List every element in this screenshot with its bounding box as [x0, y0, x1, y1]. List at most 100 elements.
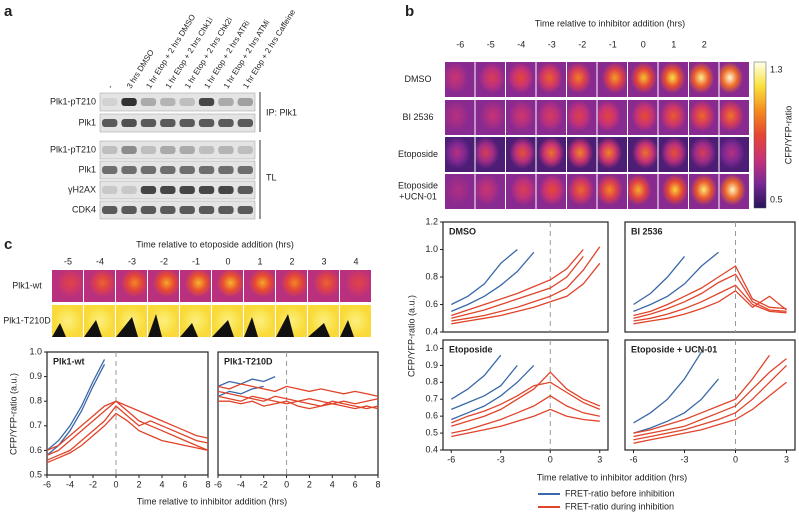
blot-band	[140, 119, 157, 127]
legend-label: FRET-ratio during inhibition	[565, 501, 674, 511]
blot-row-label: γH2AX	[68, 184, 96, 194]
y-tick-label: 0.8	[425, 271, 438, 281]
x-tick-label: 6	[182, 479, 187, 489]
micrograph-tile	[536, 62, 566, 97]
micrograph-tile	[445, 137, 475, 172]
panel-label: a	[4, 3, 13, 20]
micrograph-tile	[719, 137, 749, 172]
chart-title: BI 2536	[631, 226, 663, 236]
x-tick-label: 6	[353, 479, 358, 489]
blot-band	[179, 119, 195, 127]
x-tick-label: -6	[447, 454, 455, 464]
x-tick-label: -6	[629, 454, 637, 464]
blot-band	[160, 186, 176, 194]
group-label: TL	[266, 172, 277, 182]
blot-band	[179, 166, 195, 174]
blot-band	[121, 98, 137, 106]
data-line	[451, 395, 600, 434]
x-tick-label: 0	[733, 454, 738, 464]
heatmap-title: Time relative to etoposide addition (hrs…	[136, 239, 294, 249]
cell-shadow	[52, 323, 66, 337]
micrograph-tile	[116, 270, 147, 302]
plot-frame	[624, 339, 796, 451]
blot-band	[160, 119, 176, 127]
data-line	[633, 289, 787, 325]
x-tick-label: -4	[237, 479, 245, 489]
blot-band	[218, 186, 234, 194]
blot-band	[179, 186, 195, 194]
row-label: Plk1-wt	[12, 280, 42, 290]
data-line	[217, 376, 276, 387]
micrograph-tile	[536, 137, 566, 172]
data-line	[451, 249, 584, 317]
y-tick-label: 1.0	[425, 343, 438, 353]
blot-band	[237, 186, 253, 194]
micrograph-tile	[628, 137, 658, 172]
micrograph-tile	[597, 100, 627, 135]
chart-title: Plk1-T210D	[224, 356, 273, 366]
time-label: -3	[548, 39, 556, 49]
row-label: Etoposide	[398, 180, 438, 190]
blot-band	[121, 146, 137, 154]
cell-shadow	[212, 320, 234, 337]
x-tick-label: -4	[66, 479, 74, 489]
data-line	[633, 378, 719, 434]
blot-band	[140, 98, 157, 106]
time-label: 2	[702, 39, 707, 49]
data-line	[633, 354, 771, 434]
micrograph-tile	[244, 270, 275, 302]
time-label: -3	[128, 256, 136, 266]
cell-shadow	[180, 323, 198, 337]
row-label: +UCN-01	[399, 191, 437, 201]
blot-band	[102, 166, 118, 174]
blot-band	[140, 206, 157, 214]
row-label: BI 2536	[402, 112, 433, 122]
data-line	[451, 408, 600, 438]
micrograph-tile	[597, 174, 627, 209]
chart-title: Etoposide	[449, 344, 493, 354]
y-tick-label: 1.0	[425, 244, 438, 254]
micrograph-tile	[340, 270, 371, 302]
micrograph-tile	[658, 137, 688, 172]
time-label: 3	[321, 256, 326, 266]
micrograph-tile	[719, 62, 749, 97]
data-line	[46, 412, 209, 464]
data-line	[451, 249, 518, 306]
x-tick-label: -6	[43, 479, 51, 489]
x-tick-label: -3	[497, 454, 505, 464]
cell-shadow	[244, 317, 258, 337]
data-line	[46, 359, 106, 451]
time-label: -4	[517, 39, 525, 49]
row-label: Plk1-T210D	[3, 315, 51, 325]
data-line	[633, 358, 787, 438]
x-tick-label: -6	[214, 479, 222, 489]
cell-shadow	[308, 323, 330, 337]
time-label: -1	[609, 39, 617, 49]
micrograph-tile	[445, 100, 475, 135]
row-label: Etoposide	[398, 149, 438, 159]
y-tick-label: 1.2	[425, 216, 438, 226]
time-label: 4	[353, 256, 358, 266]
time-label: 1	[257, 256, 262, 266]
x-tick-label: -3	[680, 454, 688, 464]
micrograph-tile	[597, 137, 627, 172]
blot-band	[198, 206, 215, 214]
colorbar	[753, 61, 767, 209]
data-line	[450, 354, 502, 400]
micrograph-tile	[597, 62, 627, 97]
micrograph-tile	[52, 270, 83, 302]
blot-band	[121, 206, 137, 214]
micrograph-tile	[536, 100, 566, 135]
data-line	[451, 364, 535, 421]
micrograph-tile	[689, 62, 719, 97]
micrograph-tile	[567, 174, 597, 209]
x-tick-label: 3	[597, 454, 602, 464]
blot-row-label: Plk1-pT210	[50, 144, 96, 154]
plot-frame	[442, 221, 609, 333]
chart-title: Plk1-wt	[53, 356, 85, 366]
data-line	[451, 381, 601, 424]
blot-band	[102, 119, 118, 127]
time-label: 0	[641, 39, 646, 49]
blot-band	[102, 98, 118, 106]
micrograph-tile	[567, 100, 597, 135]
